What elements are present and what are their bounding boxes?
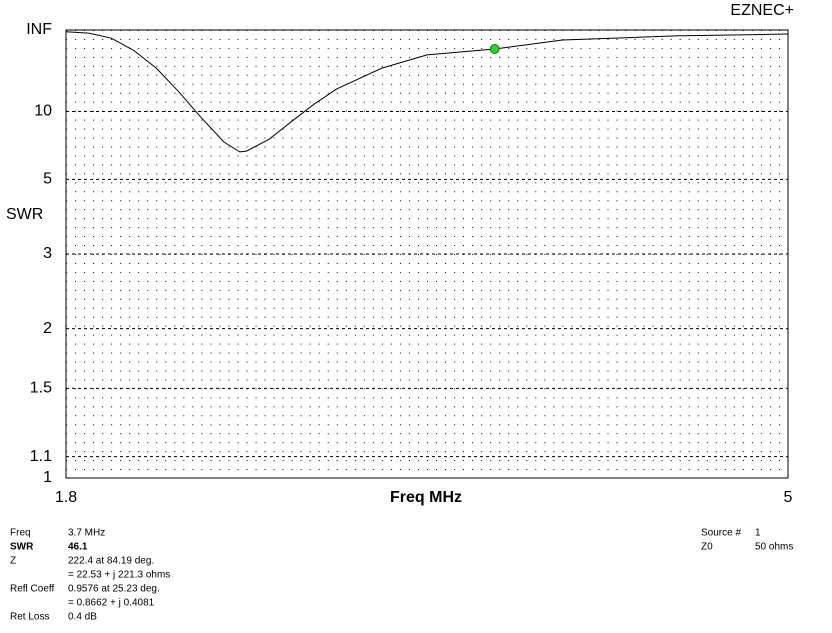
- readout-value: 222.4 at 84.19 deg.: [68, 556, 154, 567]
- swr-curve: [65, 31, 789, 153]
- y-tick-label: 3: [43, 245, 52, 262]
- y-tick-label: 2: [43, 320, 52, 337]
- readout-value: 0.4 dB: [68, 612, 97, 623]
- y-axis-label: SWR: [6, 206, 43, 223]
- y-tick-label: 10: [34, 103, 52, 120]
- readout-label: Freq: [10, 528, 31, 539]
- y-tick-label: 1: [43, 469, 52, 486]
- readout-value: = 0.8662 + j 0.4081: [68, 598, 155, 609]
- x-tick-label: 5: [784, 489, 793, 506]
- readout-value: 0.9576 at 25.23 deg.: [68, 584, 160, 595]
- readout-label: SWR: [10, 542, 34, 553]
- readout-label: Refl Coeff: [10, 584, 55, 595]
- x-tick-label: 1.8: [55, 489, 77, 506]
- readout-label: Z: [10, 556, 16, 567]
- readout-value: = 22.53 + j 221.3 ohms: [68, 570, 170, 581]
- readout-value: 1: [755, 528, 761, 539]
- readout-label: Z0: [701, 542, 713, 553]
- x-axis-label: Freq MHz: [390, 489, 462, 506]
- readout-value: 50 ohms: [755, 542, 793, 553]
- y-tick-label: 1.1: [30, 448, 52, 465]
- brand: EZNEC+: [730, 2, 794, 19]
- y-tick-label: INF: [26, 21, 52, 38]
- readout-label: Source #: [701, 528, 741, 539]
- readout-label: Ret Loss: [10, 612, 49, 623]
- readout-value: 46.1: [68, 542, 88, 553]
- cursor-marker: [489, 44, 500, 55]
- readout-value: 3.7 MHz: [68, 528, 105, 539]
- y-tick-label: 1.5: [30, 380, 52, 397]
- y-tick-label: 5: [43, 171, 52, 188]
